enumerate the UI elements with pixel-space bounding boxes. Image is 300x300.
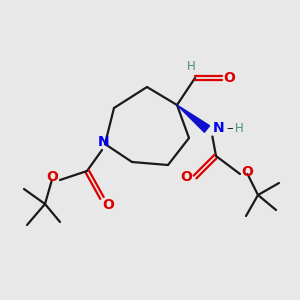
Text: H: H <box>187 60 196 73</box>
Text: O: O <box>102 198 114 212</box>
Text: O: O <box>224 71 236 85</box>
Text: N: N <box>212 122 224 135</box>
Text: H: H <box>235 122 243 135</box>
Text: –: – <box>226 122 233 135</box>
Text: N: N <box>98 136 109 149</box>
Polygon shape <box>177 105 210 132</box>
Text: O: O <box>46 170 58 184</box>
Text: O: O <box>180 170 192 184</box>
Text: O: O <box>242 166 254 179</box>
